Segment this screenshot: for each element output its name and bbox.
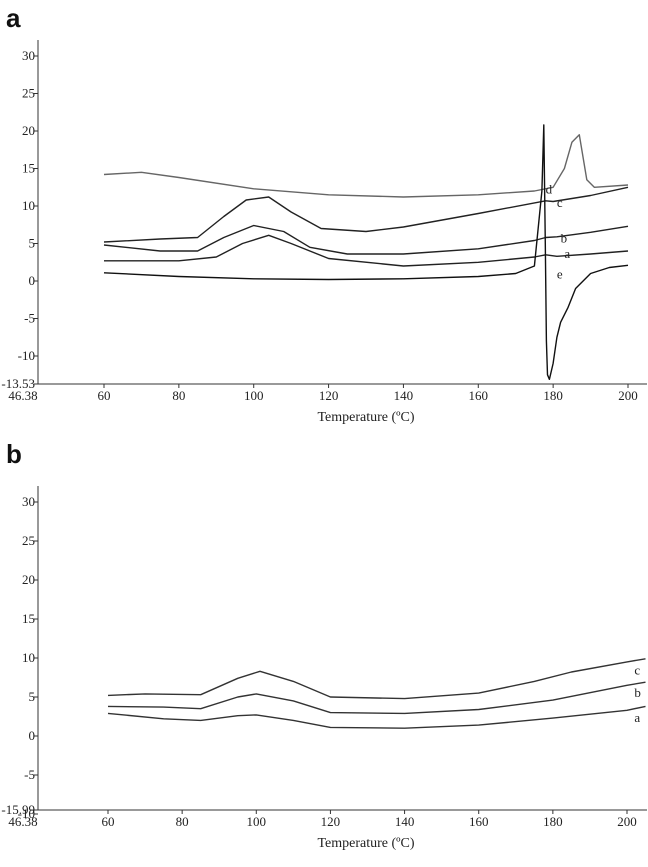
x-axis-title: Temperature (ºC) <box>317 410 414 425</box>
x-tick-label: 200 <box>618 388 638 403</box>
x-tick-label: 180 <box>543 814 563 829</box>
curve-label-e: e <box>557 266 563 281</box>
x-tick-label: 100 <box>244 388 264 403</box>
y-tick-label: -5 <box>24 767 35 782</box>
y-tick-label: 25 <box>22 533 35 548</box>
x-tick-label: 180 <box>543 388 563 403</box>
y-tick-label: 5 <box>29 689 36 704</box>
series-line-d <box>103 134 629 198</box>
y-tick-label: 10 <box>22 650 35 665</box>
y-tick-label: 10 <box>22 198 35 213</box>
curve-label-b: b <box>634 685 641 700</box>
y-tick-label: 0 <box>29 273 36 288</box>
curve-label-a: a <box>564 246 570 261</box>
x-tick-label: 60 <box>102 814 115 829</box>
x-tick-label: 160 <box>469 814 489 829</box>
x-tick-label: 100 <box>247 814 267 829</box>
chart-panel-a: -13.53 -10 -5 0 5 10 15 20 25 30 46.38 60 80 100 120 14… <box>1 40 647 425</box>
y-tick-label: -10 <box>18 806 35 821</box>
x-tick-label: 46.38 <box>8 814 37 829</box>
x-tick-label: 120 <box>321 814 341 829</box>
x-tick-label: 140 <box>395 814 415 829</box>
series-line-b <box>107 681 646 715</box>
x-tick-label: 200 <box>617 814 637 829</box>
curve-label-c: c <box>557 195 563 210</box>
chart-panel-b: -15.99-10 -5 0 5 10 15 20 25 30 46.38 60 80 100 120 14… <box>1 486 647 851</box>
series-line-c <box>103 186 629 243</box>
x-tick-label: 80 <box>172 388 185 403</box>
series-line-e <box>103 124 629 380</box>
x-tick-label: 120 <box>319 388 339 403</box>
y-tick-label: -15.99 <box>1 802 35 817</box>
y-tick-label: 25 <box>22 86 35 101</box>
series-line-c <box>107 658 646 700</box>
y-tick-label: 0 <box>29 728 36 743</box>
series-line-b <box>103 224 629 255</box>
curve-label-c: c <box>634 662 640 677</box>
x-tick-label: 60 <box>98 388 111 403</box>
y-tick-label: -13.53 <box>1 376 35 391</box>
curve-label-a: a <box>634 710 640 725</box>
x-tick-label: 46.38 <box>8 388 37 403</box>
panel-letter-b: b <box>6 439 22 469</box>
curve-label-d: d <box>546 182 553 197</box>
x-tick-label: 80 <box>176 814 189 829</box>
y-tick-label: -5 <box>24 311 35 326</box>
curve-label-b: b <box>561 230 568 245</box>
x-tick-label: 140 <box>394 388 414 403</box>
panel-letter-a: a <box>6 3 21 33</box>
y-tick-label: 15 <box>22 161 35 176</box>
y-tick-label: 20 <box>22 572 35 587</box>
x-axis-title: Temperature (ºC) <box>317 836 414 851</box>
x-tick-label: 160 <box>469 388 489 403</box>
series-line-a <box>107 705 646 729</box>
y-tick-label: 20 <box>22 123 35 138</box>
y-tick-label: 5 <box>29 236 36 251</box>
series-line-a <box>104 234 629 267</box>
y-tick-label: 30 <box>22 48 35 63</box>
y-tick-label: 30 <box>22 494 35 509</box>
y-tick-label: -10 <box>18 348 35 363</box>
y-tick-label: 15 <box>22 611 35 626</box>
